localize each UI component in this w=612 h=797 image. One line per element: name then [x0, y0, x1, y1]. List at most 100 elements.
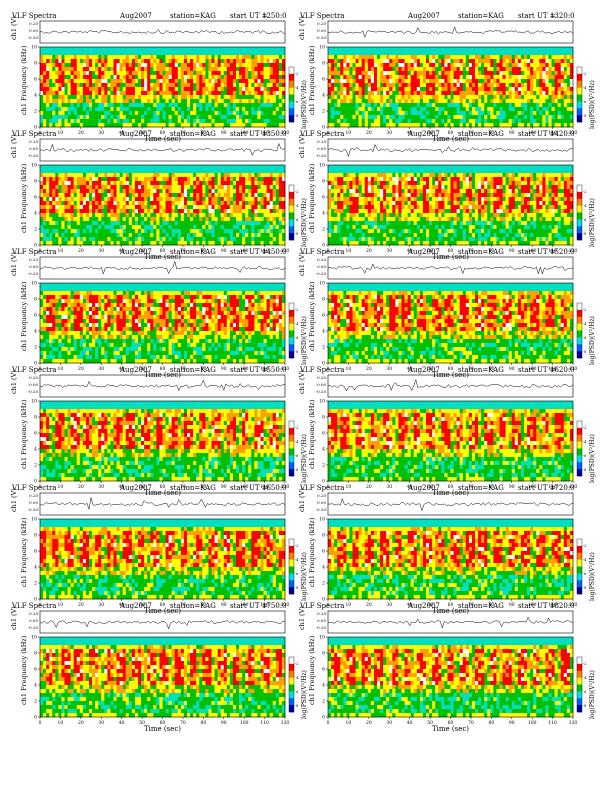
- spectrogram-cell: [264, 209, 267, 213]
- spectrogram-cell: [460, 75, 463, 79]
- spectrogram-cell: [138, 95, 141, 99]
- spectrogram-cell: [279, 165, 282, 169]
- spectrogram-cell: [120, 79, 123, 83]
- spectrogram-cell: [156, 173, 159, 177]
- spectrogram-cell: [463, 63, 466, 67]
- spectrogram-cell: [242, 55, 245, 59]
- spectrogram-cell: [49, 87, 52, 91]
- spectrogram-cell: [503, 71, 506, 75]
- colorbar-swatch: [289, 81, 294, 88]
- spectrogram-cell: [536, 55, 539, 59]
- spectrogram-cell: [273, 197, 276, 201]
- spectrogram-cell: [561, 103, 564, 107]
- spectrogram-cell: [233, 63, 236, 67]
- spectrogram-cell: [74, 221, 77, 225]
- spectrogram-cell: [270, 63, 273, 67]
- spectrogram-cell: [141, 123, 144, 127]
- spectrogram-cell: [156, 241, 159, 245]
- spectrogram-cell: [193, 51, 196, 55]
- spectrogram-cell: [135, 119, 138, 123]
- spectrogram-cell: [77, 165, 80, 169]
- spectrogram-cell: [74, 107, 77, 111]
- spectrogram-cell: [169, 115, 172, 119]
- spectrogram-cell: [156, 169, 159, 173]
- spectrogram-cell: [518, 67, 521, 71]
- spectrogram-cell: [114, 205, 117, 209]
- spectrogram-cell: [261, 241, 264, 245]
- spectrogram-cell: [267, 237, 270, 241]
- spectrogram-cell: [561, 79, 564, 83]
- spectrogram-cell: [276, 75, 279, 79]
- spectrogram-cell: [150, 59, 153, 63]
- spectrogram-cell: [89, 87, 92, 91]
- spectrogram-cell: [107, 99, 110, 103]
- spectrogram-cell: [147, 241, 150, 245]
- spectrogram-cell: [178, 185, 181, 189]
- spectrogram-cell: [349, 51, 352, 55]
- spectrogram-cell: [236, 47, 239, 51]
- spectrogram-cell: [273, 91, 276, 95]
- spectrogram-cell: [503, 123, 506, 127]
- spectrogram-cell: [567, 51, 570, 55]
- spectrogram-cell: [52, 173, 55, 177]
- spectrogram-cell: [441, 63, 444, 67]
- spectrogram-cell: [43, 197, 46, 201]
- spectrogram-cell: [242, 59, 245, 63]
- spectrogram-cell: [129, 87, 132, 91]
- spectrogram-cell: [68, 193, 71, 197]
- spectrogram-cell: [132, 47, 135, 51]
- spectrogram-cell: [80, 241, 83, 245]
- spectrogram-cell: [175, 197, 178, 201]
- spectrogram-cell: [353, 79, 356, 83]
- spectrogram-cell: [279, 47, 282, 51]
- spectrogram-cell: [395, 71, 398, 75]
- spectrogram-cell: [328, 107, 331, 111]
- spectrogram-cell: [224, 63, 227, 67]
- spectrogram-cell: [110, 55, 113, 59]
- spectrogram-cell: [536, 83, 539, 87]
- spectrogram-cell: [114, 173, 117, 177]
- ch1-trace: [40, 144, 285, 156]
- spectrogram-cell: [515, 95, 518, 99]
- spectrogram-cell: [353, 47, 356, 51]
- spectrogram-cell: [496, 99, 499, 103]
- spectrogram-cell: [423, 99, 426, 103]
- spectrogram-cell: [233, 83, 236, 87]
- spectrogram-cell: [205, 79, 208, 83]
- spectrogram-cell: [61, 181, 64, 185]
- spectrogram-cell: [414, 63, 417, 67]
- spectrogram-cell: [481, 71, 484, 75]
- spectrogram-cell: [530, 75, 533, 79]
- spectrogram-cell: [181, 111, 184, 115]
- spectrogram-cell: [104, 71, 107, 75]
- spectrogram-cell: [451, 75, 454, 79]
- spectrogram-cell: [270, 91, 273, 95]
- spectrogram-cell: [518, 115, 521, 119]
- spectrogram-cell: [227, 177, 230, 181]
- spectrogram-cell: [110, 185, 113, 189]
- spectrogram-cell: [101, 205, 104, 209]
- spectrogram-cell: [251, 103, 254, 107]
- spectrogram-cell: [356, 103, 359, 107]
- spectrogram-cell: [126, 99, 129, 103]
- spectrogram-cell: [92, 213, 95, 217]
- spectrogram-cell: [276, 237, 279, 241]
- spectrogram-cell: [343, 91, 346, 95]
- spectrogram-cell: [552, 75, 555, 79]
- spectrogram-cell: [153, 71, 156, 75]
- spectrogram-cell: [166, 107, 169, 111]
- spectrogram-cell: [270, 213, 273, 217]
- spectrogram-cell: [120, 201, 123, 205]
- spectrogram-cell: [202, 209, 205, 213]
- spectrogram-cell: [159, 229, 162, 233]
- spectrogram-cell: [564, 71, 567, 75]
- spectrogram-cell: [196, 221, 199, 225]
- spectrogram-cell: [552, 111, 555, 115]
- spectrogram-cell: [245, 209, 248, 213]
- spectrogram-cell: [110, 91, 113, 95]
- spectrogram-cell: [144, 209, 147, 213]
- spectrogram-cell: [95, 47, 98, 51]
- spectrogram-cell: [346, 47, 349, 51]
- spectrogram-cell: [257, 51, 260, 55]
- spectrogram-cell: [215, 119, 218, 123]
